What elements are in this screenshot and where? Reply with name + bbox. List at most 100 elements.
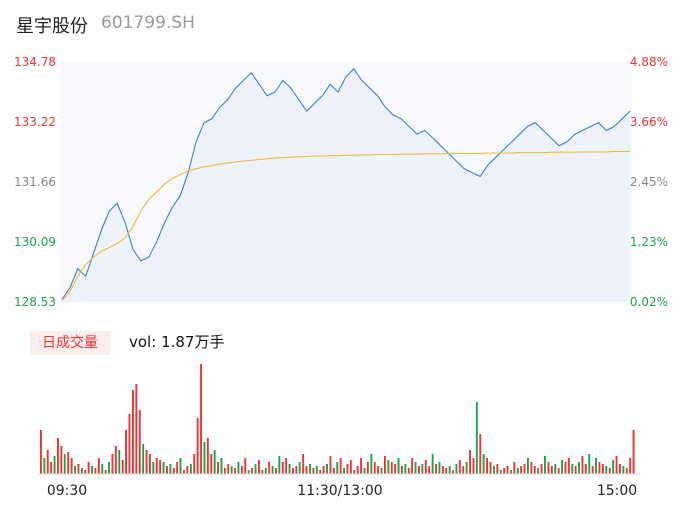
- volume-bar: [332, 468, 335, 474]
- volume-bar: [285, 458, 288, 474]
- x-tick-label: 15:00: [597, 483, 637, 499]
- volume-bar: [435, 464, 437, 474]
- volume-bar: [63, 454, 66, 474]
- volume-bar: [472, 458, 475, 474]
- volume-bar: [193, 454, 196, 474]
- volume-bar: [155, 458, 158, 474]
- volume-readout: vol: 1.87万手: [129, 331, 224, 352]
- price-line: [61, 68, 631, 300]
- volume-bar: [196, 418, 199, 474]
- volume-bar: [601, 464, 604, 474]
- volume-bar: [370, 454, 373, 474]
- volume-bar: [206, 438, 209, 474]
- price-area: [62, 68, 630, 303]
- volume-bar: [80, 468, 83, 474]
- volume-bar: [149, 454, 151, 474]
- volume-bar: [554, 464, 557, 474]
- volume-bar: [145, 450, 148, 474]
- volume-bar: [114, 446, 117, 474]
- volume-bar: [264, 468, 267, 474]
- volume-bar: [349, 460, 352, 474]
- volume-bar: [445, 468, 448, 474]
- volume-bar: [172, 468, 175, 474]
- volume-bar: [60, 446, 63, 474]
- volume-bar: [407, 468, 410, 474]
- volume-bar: [458, 460, 461, 474]
- volume-bar: [132, 390, 134, 474]
- volume-bar: [261, 470, 264, 474]
- volume-bar: [622, 466, 625, 474]
- volume-bar: [295, 466, 298, 474]
- volume-bar: [217, 462, 219, 474]
- volume-bar: [632, 430, 635, 474]
- y-tick-left: 128.53: [14, 295, 56, 309]
- volume-bar: [527, 458, 529, 474]
- volume-bar: [479, 434, 482, 474]
- volume-tab[interactable]: 日成交量: [30, 331, 110, 355]
- volume-bar: [510, 470, 512, 474]
- y-tick-left: 133.22: [14, 115, 56, 129]
- volume-bar: [227, 464, 230, 474]
- volume-bar: [475, 402, 478, 474]
- volume-bar: [499, 470, 502, 474]
- volume-bar: [482, 454, 485, 474]
- volume-bar: [411, 458, 414, 474]
- volume-bar: [166, 466, 168, 474]
- volume-bar: [57, 438, 59, 474]
- volume-bar: [404, 464, 407, 474]
- volume-bar: [571, 464, 574, 474]
- volume-bar: [329, 456, 332, 474]
- volume-bar: [397, 458, 400, 474]
- volume-bar: [544, 456, 546, 474]
- volume-bar: [489, 462, 492, 474]
- volume-bar: [574, 466, 577, 474]
- volume-bar: [533, 466, 536, 474]
- volume-bar: [91, 466, 93, 474]
- volume-bar: [176, 462, 179, 474]
- volume-bar: [448, 466, 451, 474]
- volume-bar: [336, 462, 339, 474]
- volume-bar: [247, 470, 250, 474]
- volume-bar: [625, 468, 628, 474]
- volume-bar: [356, 466, 359, 474]
- volume-bar: [118, 450, 121, 474]
- volume-bar: [615, 456, 618, 474]
- volume-bar: [101, 464, 104, 474]
- volume-bar: [516, 468, 519, 474]
- volume-bar: [258, 460, 260, 474]
- volume-bar: [288, 464, 291, 474]
- volume-bar: [322, 466, 325, 474]
- volume-bar: [493, 466, 495, 474]
- volume-bar: [465, 462, 468, 474]
- volume-bar: [135, 384, 138, 474]
- volume-bar: [244, 458, 247, 474]
- volume-bar: [67, 452, 70, 474]
- volume-bar: [234, 468, 236, 474]
- volume-bar: [387, 460, 390, 474]
- y-tick-left: 131.66: [14, 175, 56, 189]
- volume-bar: [179, 458, 182, 474]
- volume-bar: [240, 466, 243, 474]
- volume-bar: [537, 468, 540, 474]
- volume-bar: [384, 456, 386, 474]
- volume-bar: [281, 462, 284, 474]
- volume-bar: [394, 464, 397, 474]
- volume-bar: [619, 464, 621, 474]
- volume-bar: [121, 460, 124, 474]
- volume-bar: [523, 464, 526, 474]
- volume-bar: [605, 466, 608, 474]
- volume-bar: [578, 462, 580, 474]
- volume-bar: [84, 470, 87, 474]
- x-tick-label: 11:30/13:00: [297, 483, 382, 499]
- volume-bar: [326, 464, 328, 474]
- stock-code: 601799.SH: [101, 13, 195, 33]
- volume-bar: [203, 442, 206, 474]
- volume-bar: [278, 456, 281, 474]
- volume-bar: [424, 460, 427, 474]
- volume-bar: [254, 464, 257, 474]
- volume-bar: [380, 468, 383, 474]
- volume-bar: [189, 464, 192, 474]
- volume-bar: [237, 462, 240, 474]
- volume-bar: [363, 468, 366, 474]
- volume-bar: [469, 450, 471, 474]
